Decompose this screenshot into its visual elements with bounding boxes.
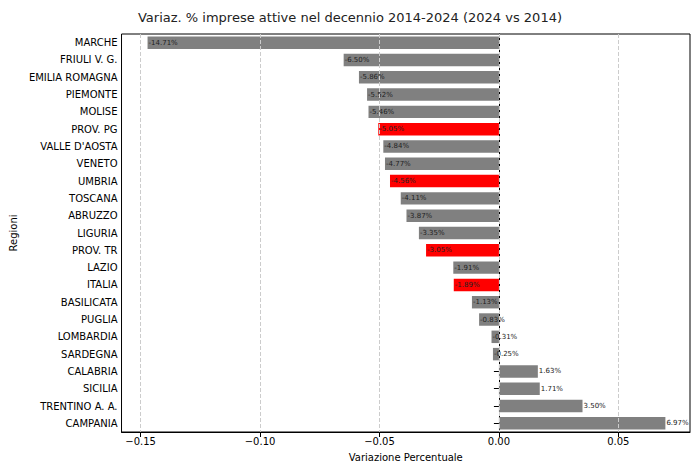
- svg-text:LAZIO: LAZIO: [87, 262, 117, 273]
- svg-text:BASILICATA: BASILICATA: [61, 297, 118, 308]
- svg-text:-0.31%: -0.31%: [493, 333, 518, 341]
- svg-text:3.50%: 3.50%: [584, 402, 607, 410]
- svg-text:-3.05%: -3.05%: [427, 246, 452, 254]
- svg-text:1.63%: 1.63%: [539, 367, 562, 375]
- svg-text:-4.11%: -4.11%: [402, 194, 427, 202]
- svg-text:-1.91%: -1.91%: [454, 264, 479, 272]
- svg-text:UMBRIA: UMBRIA: [78, 176, 118, 187]
- svg-text:LIGURIA: LIGURIA: [77, 228, 117, 239]
- svg-text:−0.10: −0.10: [245, 436, 276, 447]
- svg-text:-5.05%: -5.05%: [379, 125, 404, 133]
- svg-text:−0.15: −0.15: [125, 436, 156, 447]
- svg-text:-1.89%: -1.89%: [455, 281, 480, 289]
- svg-text:6.97%: 6.97%: [666, 419, 689, 427]
- svg-text:-4.84%: -4.84%: [384, 142, 409, 150]
- svg-text:Variaz. % imprese attive nel d: Variaz. % imprese attive nel decennio 20…: [138, 10, 562, 25]
- svg-text:-1.13%: -1.13%: [473, 298, 498, 306]
- svg-text:CALABRIA: CALABRIA: [67, 366, 117, 377]
- svg-text:PROV. TR: PROV. TR: [72, 245, 118, 256]
- svg-text:PROV. PG: PROV. PG: [71, 124, 117, 135]
- svg-text:-5.46%: -5.46%: [369, 108, 394, 116]
- svg-text:EMILIA ROMAGNA: EMILIA ROMAGNA: [29, 72, 118, 83]
- svg-text:FRIULI V. G.: FRIULI V. G.: [60, 54, 118, 65]
- svg-text:PIEMONTE: PIEMONTE: [66, 89, 118, 100]
- svg-text:SARDEGNA: SARDEGNA: [61, 349, 118, 360]
- svg-text:-5.86%: -5.86%: [360, 73, 385, 81]
- svg-text:0.00: 0.00: [488, 436, 510, 447]
- svg-text:TOSCANA: TOSCANA: [68, 193, 118, 204]
- svg-text:-4.77%: -4.77%: [386, 160, 411, 168]
- svg-text:CAMPANIA: CAMPANIA: [66, 418, 118, 429]
- svg-text:SICILIA: SICILIA: [83, 383, 118, 394]
- svg-text:-14.71%: -14.71%: [149, 39, 179, 47]
- svg-text:Variazione Percentuale: Variazione Percentuale: [349, 452, 463, 463]
- svg-text:TRENTINO A. A.: TRENTINO A. A.: [39, 401, 117, 412]
- svg-text:MARCHE: MARCHE: [75, 37, 118, 48]
- svg-text:-5.52%: -5.52%: [368, 91, 393, 99]
- svg-text:MOLISE: MOLISE: [80, 106, 118, 117]
- svg-text:-3.87%: -3.87%: [407, 212, 432, 220]
- svg-text:LOMBARDIA: LOMBARDIA: [58, 331, 118, 342]
- svg-text:VENETO: VENETO: [77, 158, 118, 169]
- svg-text:0.05: 0.05: [607, 436, 629, 447]
- svg-text:−0.05: −0.05: [364, 436, 395, 447]
- svg-text:-3.35%: -3.35%: [420, 229, 445, 237]
- svg-text:VALLE D'AOSTA: VALLE D'AOSTA: [40, 141, 117, 152]
- svg-text:-0.83%: -0.83%: [480, 316, 505, 324]
- svg-text:-0.25%: -0.25%: [494, 350, 519, 358]
- svg-text:PUGLIA: PUGLIA: [81, 314, 118, 325]
- svg-text:-4.56%: -4.56%: [391, 177, 416, 185]
- svg-text:1.71%: 1.71%: [541, 385, 564, 393]
- svg-text:Regioni: Regioni: [8, 214, 19, 251]
- svg-text:-6.50%: -6.50%: [345, 56, 370, 64]
- svg-text:ABRUZZO: ABRUZZO: [68, 210, 117, 221]
- svg-text:ITALIA: ITALIA: [87, 279, 118, 290]
